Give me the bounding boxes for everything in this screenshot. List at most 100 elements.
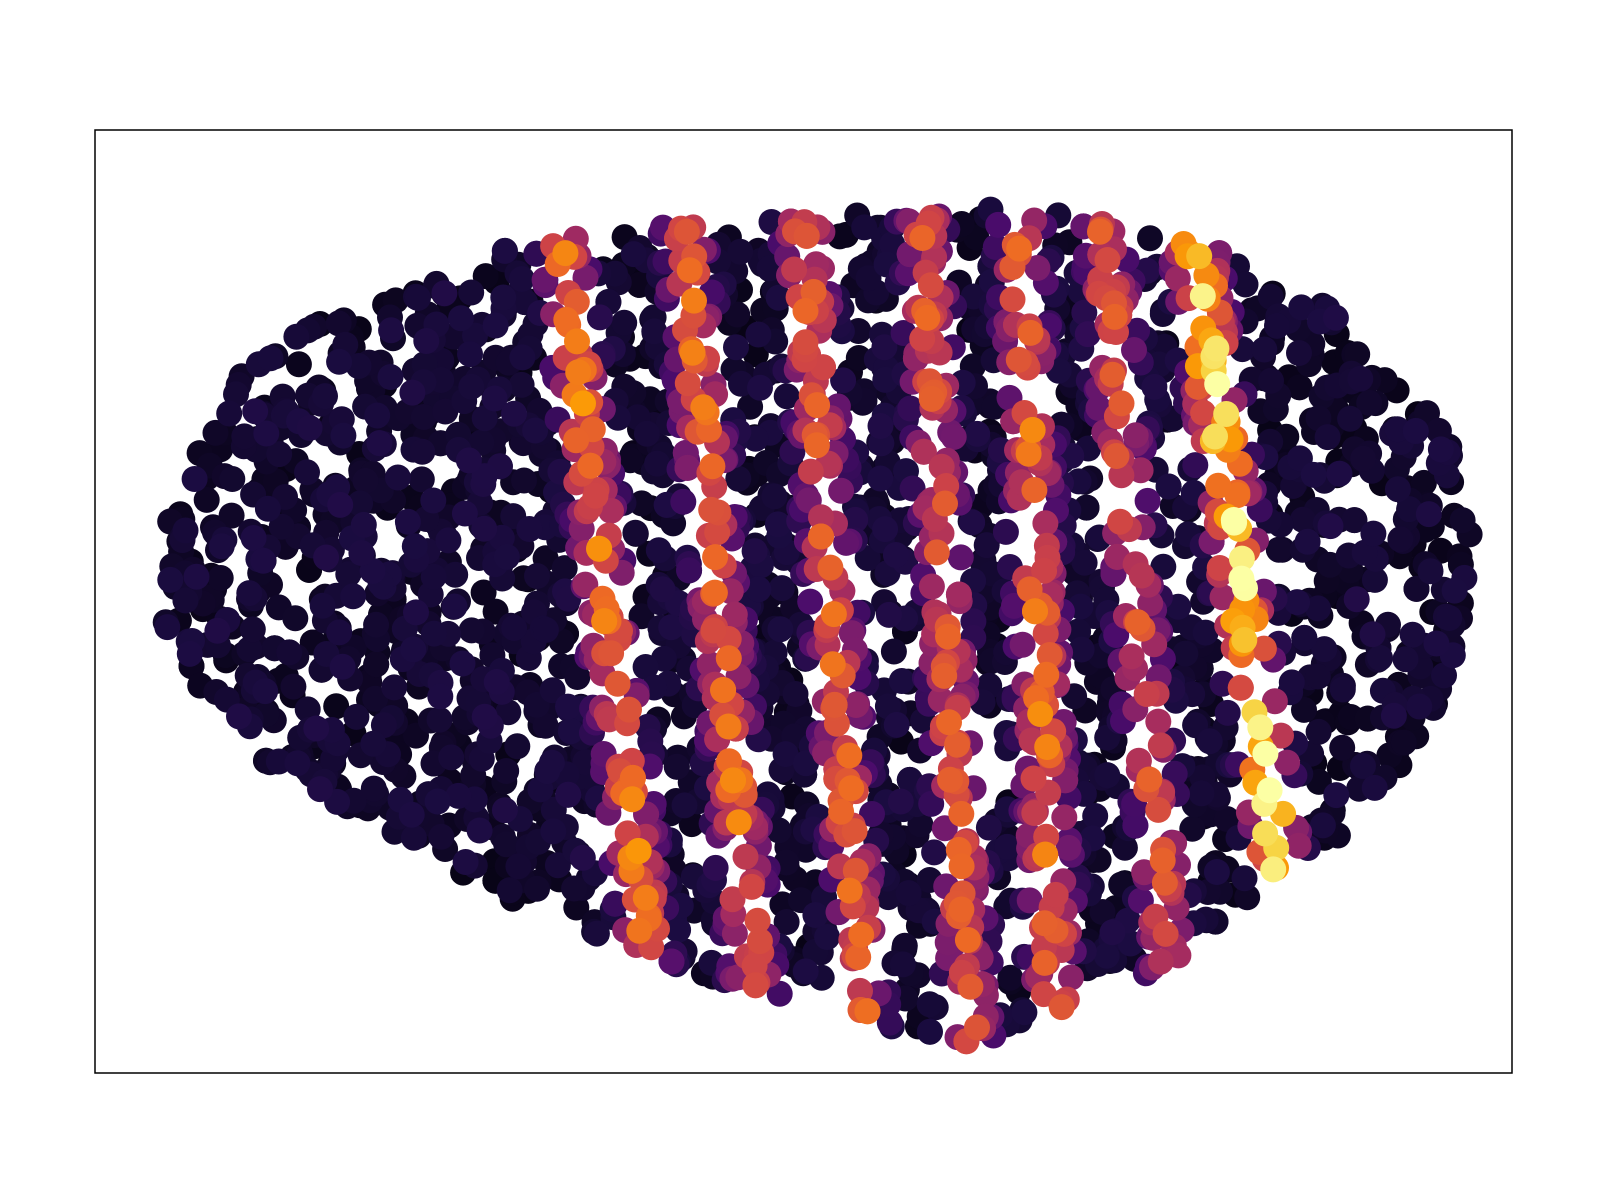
scatter-point — [351, 512, 377, 538]
scatter-point — [1428, 436, 1454, 462]
scatter-point — [501, 615, 527, 641]
scatter-point — [242, 398, 268, 424]
scatter-point — [1385, 476, 1411, 502]
scatter-point — [1145, 709, 1171, 735]
scatter-point — [283, 324, 309, 350]
scatter-point — [1418, 558, 1444, 584]
scatter-point — [1344, 586, 1370, 612]
scatter-point — [564, 328, 590, 354]
scatter-point — [157, 567, 183, 593]
scatter-point — [1017, 887, 1043, 913]
scatter-point — [1094, 943, 1120, 969]
scatter-point — [509, 344, 535, 370]
scatter-point — [204, 618, 230, 644]
scatter-point — [677, 257, 703, 283]
scatter-point — [838, 775, 864, 801]
scatter-point — [1021, 766, 1047, 792]
scatter-point — [1000, 286, 1026, 312]
scatter-point — [1006, 236, 1032, 262]
scatter-point — [1305, 664, 1331, 690]
scatter-point — [330, 654, 356, 680]
scatter-point — [957, 974, 983, 1000]
scatter-point — [769, 575, 795, 601]
scatter-point — [626, 918, 652, 944]
scatter-point — [1172, 641, 1198, 667]
scatter-point — [883, 542, 909, 568]
scatter-point — [1286, 340, 1312, 366]
scatter-point — [1315, 424, 1341, 450]
scatter-point — [492, 797, 518, 823]
scatter-point — [611, 310, 637, 336]
scatter-point — [577, 453, 603, 479]
scatter-point — [924, 539, 950, 565]
scatter-point — [420, 488, 446, 514]
scatter-point — [1231, 627, 1257, 653]
scatter-point — [1072, 550, 1098, 576]
scatter-point — [1058, 965, 1084, 991]
scatter-point — [452, 501, 478, 527]
scatter-point — [1286, 833, 1312, 859]
scatter-point — [1104, 443, 1130, 469]
scatter-point — [427, 683, 453, 709]
scatter-point — [1436, 605, 1462, 631]
scatter-point — [1186, 243, 1212, 269]
scatter-point — [1337, 406, 1363, 432]
scatter-point — [340, 583, 366, 609]
scatter-point — [284, 750, 310, 776]
scatter-point — [326, 619, 352, 645]
scatter-point — [670, 489, 696, 515]
scatter-point — [282, 605, 308, 631]
scatter-point — [1284, 589, 1310, 615]
scatter-point — [1016, 441, 1042, 467]
scatter-point — [605, 671, 631, 697]
scatter-point — [586, 536, 612, 562]
scatter-point — [240, 616, 266, 642]
scatter-point — [936, 709, 962, 735]
scatter-point — [919, 386, 945, 412]
scatter-point — [524, 563, 550, 589]
scatter-point — [1387, 526, 1413, 552]
scatter-point — [493, 758, 519, 784]
scatter-point — [1247, 714, 1273, 740]
scatter-point — [619, 786, 645, 812]
scatter-point — [1006, 347, 1032, 373]
scatter-point — [798, 459, 824, 485]
scatter-point — [497, 877, 523, 903]
scatter-point — [583, 483, 609, 509]
scatter-point — [505, 853, 531, 879]
scatter-point — [1129, 563, 1155, 589]
scatter-point — [948, 897, 974, 923]
scatter-point — [255, 496, 281, 522]
scatter-point — [1022, 598, 1048, 624]
scatter-point — [1204, 859, 1230, 885]
scatter-point — [413, 328, 439, 354]
scatter-point — [1100, 919, 1126, 945]
scatter-point — [280, 674, 306, 700]
scatter-point — [948, 801, 974, 827]
scatter-point — [794, 223, 820, 249]
scatter-point — [533, 617, 559, 643]
scatter-point — [1123, 422, 1149, 448]
scatter-point — [431, 280, 457, 306]
scatter-point — [484, 669, 510, 695]
scatter-point — [836, 743, 862, 769]
scatter-point — [797, 589, 823, 615]
scatter-point — [1260, 856, 1286, 882]
scatter-point — [219, 466, 245, 492]
scatter-point — [1136, 767, 1162, 793]
scatter-point — [622, 520, 648, 546]
scatter-point — [1043, 882, 1069, 908]
scatter-point — [313, 545, 339, 571]
scatter-point — [808, 524, 834, 550]
scatter-point — [456, 447, 482, 473]
scatter-point — [948, 544, 974, 570]
scatter-point — [208, 565, 234, 591]
scatter-point — [1135, 488, 1161, 514]
scatter-point — [1306, 719, 1332, 745]
scatter-point — [633, 885, 659, 911]
scatter-point — [360, 731, 386, 757]
scatter-point — [650, 576, 676, 602]
scatter-point — [932, 491, 958, 517]
scatter-point — [258, 345, 284, 371]
